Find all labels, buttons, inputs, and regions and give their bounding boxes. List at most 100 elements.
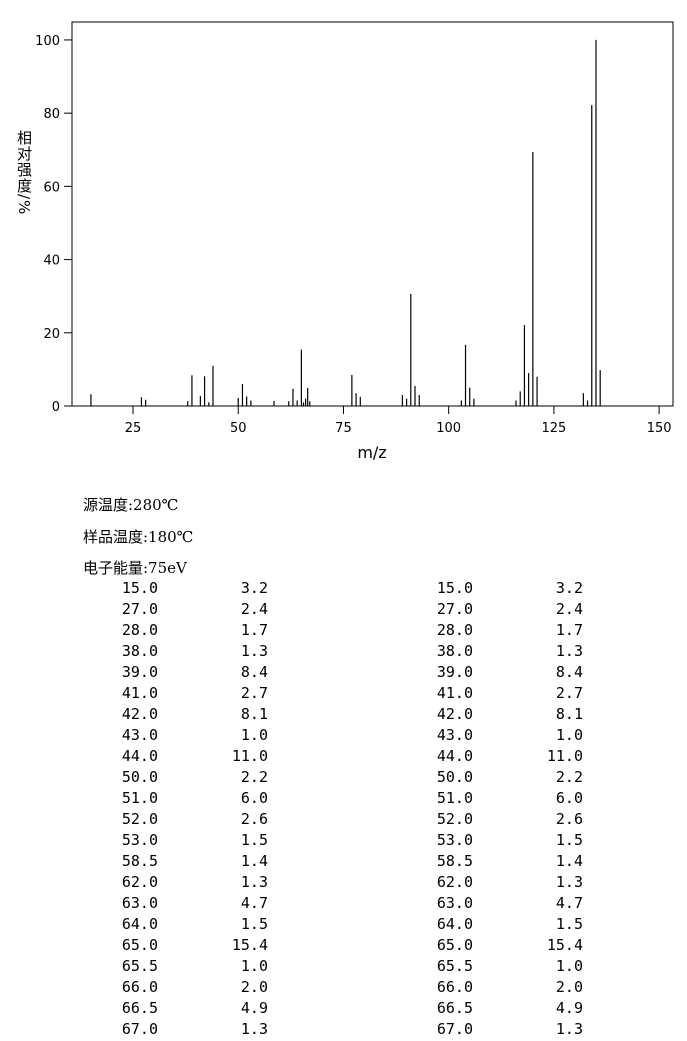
- table-cell: 1.5: [240, 831, 268, 849]
- plot-frame: [71, 21, 674, 407]
- table-cell: 63.0: [121, 894, 158, 912]
- table-cell: 1.0: [240, 957, 268, 975]
- table-cell: 42.0: [436, 705, 473, 723]
- y-tick-label: 80: [43, 107, 60, 122]
- table-cell: 66.0: [436, 978, 473, 996]
- table-row: 66.0 2.0 66.0 2.0: [0, 978, 687, 999]
- table-cell: 52.0: [121, 810, 158, 828]
- table-cell: 3.2: [240, 579, 268, 597]
- table-row: 39.0 8.4 39.0 8.4: [0, 663, 687, 684]
- x-tick-label: 50: [230, 421, 247, 436]
- y-tick-label: 100: [35, 34, 60, 49]
- table-cell: 1.3: [555, 642, 583, 660]
- table-cell: 1.3: [240, 642, 268, 660]
- y-axis-label: 相对强度/%: [15, 130, 33, 216]
- table-row: 38.0 1.3 38.0 1.3: [0, 642, 687, 663]
- table-cell: 1.5: [555, 831, 583, 849]
- table-row: 53.0 1.5 53.0 1.5: [0, 831, 687, 852]
- x-tick-label: 75: [335, 421, 352, 436]
- table-cell: 2.6: [555, 810, 583, 828]
- table-cell: 11.0: [231, 747, 268, 765]
- table-cell: 4.9: [240, 999, 268, 1017]
- table-cell: 8.4: [240, 663, 268, 681]
- table-row: 27.0 2.4 27.0 2.4: [0, 600, 687, 621]
- table-cell: 1.5: [555, 915, 583, 933]
- x-tick-label: 25: [125, 421, 142, 436]
- table-cell: 65.0: [436, 936, 473, 954]
- table-cell: 15.4: [231, 936, 268, 954]
- table-cell: 65.5: [436, 957, 473, 975]
- table-cell: 8.1: [555, 705, 583, 723]
- table-row: 65.0 15.4 65.0 15.4: [0, 936, 687, 957]
- table-cell: 2.2: [240, 768, 268, 786]
- table-cell: 51.0: [436, 789, 473, 807]
- table-cell: 1.4: [555, 852, 583, 870]
- table-cell: 66.5: [436, 999, 473, 1017]
- table-cell: 58.5: [121, 852, 158, 870]
- table-cell: 41.0: [121, 684, 158, 702]
- table-cell: 53.0: [436, 831, 473, 849]
- table-cell: 64.0: [121, 915, 158, 933]
- table-cell: 1.0: [555, 957, 583, 975]
- y-tick-label: 40: [43, 254, 60, 269]
- table-cell: 67.0: [436, 1020, 473, 1038]
- table-cell: 15.0: [121, 579, 158, 597]
- table-cell: 1.3: [240, 1020, 268, 1038]
- table-row: 66.5 4.9 66.5 4.9: [0, 999, 687, 1020]
- table-row: 65.5 1.0 65.5 1.0: [0, 957, 687, 978]
- table-row: 63.0 4.7 63.0 4.7: [0, 894, 687, 915]
- table-cell: 52.0: [436, 810, 473, 828]
- x-tick-label: 150: [647, 421, 672, 436]
- table-cell: 2.7: [240, 684, 268, 702]
- table-cell: 67.0: [121, 1020, 158, 1038]
- table-cell: 1.7: [555, 621, 583, 639]
- table-row: 64.0 1.5 64.0 1.5: [0, 915, 687, 936]
- condition: 源温度:280℃: [83, 496, 179, 514]
- table-cell: 62.0: [436, 873, 473, 891]
- table-cell: 1.3: [240, 873, 268, 891]
- table-cell: 2.7: [555, 684, 583, 702]
- table-cell: 65.0: [121, 936, 158, 954]
- table-cell: 42.0: [121, 705, 158, 723]
- y-tick-label: 0: [52, 400, 60, 415]
- table-cell: 43.0: [436, 726, 473, 744]
- table-cell: 38.0: [121, 642, 158, 660]
- y-tick-label: 20: [43, 327, 60, 342]
- table-cell: 44.0: [121, 747, 158, 765]
- table-cell: 53.0: [121, 831, 158, 849]
- table-cell: 66.0: [121, 978, 158, 996]
- table-row: 58.5 1.4 58.5 1.4: [0, 852, 687, 873]
- table-cell: 62.0: [121, 873, 158, 891]
- table-cell: 2.0: [240, 978, 268, 996]
- table-cell: 64.0: [436, 915, 473, 933]
- table-cell: 39.0: [436, 663, 473, 681]
- table-cell: 8.4: [555, 663, 583, 681]
- table-cell: 2.2: [555, 768, 583, 786]
- table-cell: 1.0: [240, 726, 268, 744]
- table-cell: 38.0: [436, 642, 473, 660]
- x-axis-label: m/z: [357, 443, 386, 462]
- table-cell: 51.0: [121, 789, 158, 807]
- table-cell: 1.0: [555, 726, 583, 744]
- table-cell: 15.4: [546, 936, 583, 954]
- table-cell: 1.5: [240, 915, 268, 933]
- table-row: 52.0 2.6 52.0 2.6: [0, 810, 687, 831]
- table-cell: 11.0: [546, 747, 583, 765]
- table-row: 50.0 2.2 50.0 2.2: [0, 768, 687, 789]
- table-cell: 15.0: [436, 579, 473, 597]
- table-row: 15.0 3.2 15.0 3.2: [0, 579, 687, 600]
- table-row: 44.0 11.0 44.0 11.0: [0, 747, 687, 768]
- table-cell: 39.0: [121, 663, 158, 681]
- table-cell: 27.0: [436, 600, 473, 618]
- condition: 样品温度:180℃: [83, 527, 194, 546]
- table-row: 67.0 1.3 67.0 1.3: [0, 1020, 687, 1041]
- table-row: 42.0 8.1 42.0 8.1: [0, 705, 687, 726]
- table-row: 43.0 1.0 43.0 1.0: [0, 726, 687, 747]
- table-cell: 58.5: [436, 852, 473, 870]
- table-cell: 1.3: [555, 873, 583, 891]
- table-cell: 2.6: [240, 810, 268, 828]
- table-cell: 28.0: [121, 621, 158, 639]
- table-cell: 2.0: [555, 978, 583, 996]
- table-cell: 27.0: [121, 600, 158, 618]
